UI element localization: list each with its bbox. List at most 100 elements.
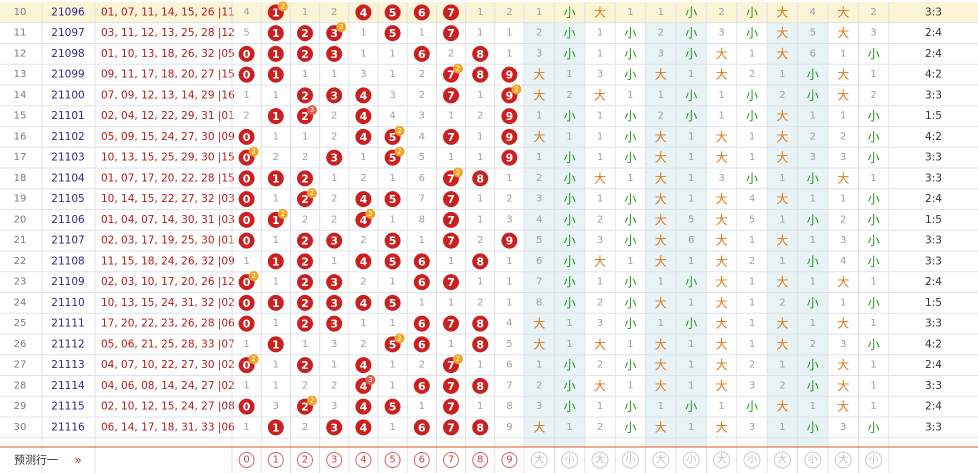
digit-ball <box>297 25 313 42</box>
digit-ball <box>472 45 489 62</box>
digit-ball <box>472 66 489 83</box>
digit-ball <box>472 377 489 394</box>
digit-ball-label: 4 <box>360 421 368 434</box>
omission-count: 1 <box>243 90 249 101</box>
drawn-numbers: 04, 06, 08, 14, 24, 27 |02 <box>101 380 235 392</box>
size-big: 大 <box>716 420 728 434</box>
forecast-size-label: 大 <box>656 453 666 466</box>
size-omission: 1 <box>870 277 876 288</box>
size-ratio: 1:5 <box>925 297 942 309</box>
forecast-size-button[interactable] <box>773 451 791 469</box>
digit-ball-label: 0 <box>243 401 251 414</box>
forecast-size-button[interactable] <box>804 451 822 469</box>
size-omission: 1 <box>870 401 876 412</box>
repeat-badge-label: 2 <box>251 355 255 363</box>
digit-ball <box>443 128 459 145</box>
size-omission: 5 <box>810 28 816 39</box>
forecast-digit-button[interactable] <box>355 452 372 468</box>
forecast-digit-button[interactable] <box>267 452 284 468</box>
digit-ball <box>501 66 518 83</box>
digit-ball-label: 2 <box>301 172 309 185</box>
digit-ball <box>384 294 401 311</box>
digit-ball <box>326 87 343 104</box>
digit-ball-label: 4 <box>360 131 368 144</box>
omission-count: 1 <box>331 360 337 371</box>
issue-number: 21102 <box>51 131 84 143</box>
size-small: 小 <box>564 47 576 61</box>
size-omission: 1 <box>536 152 542 163</box>
size-small: 小 <box>868 192 880 206</box>
size-omission: 1 <box>658 7 664 18</box>
forecast-size-button[interactable] <box>621 451 639 469</box>
forecast-digit-button[interactable] <box>326 452 343 468</box>
forecast-size-button[interactable] <box>865 451 883 469</box>
expand-arrow-icon[interactable]: » <box>74 453 81 467</box>
size-omission: 8 <box>536 297 542 308</box>
row-index: 23 <box>14 277 27 288</box>
size-omission: 1 <box>810 401 816 412</box>
forecast-size-button[interactable] <box>652 451 670 469</box>
forecast-digit-button[interactable] <box>297 452 313 468</box>
digit-ball <box>326 274 343 291</box>
forecast-size-button[interactable] <box>834 451 852 469</box>
forecast-size-button[interactable] <box>530 451 548 469</box>
forecast-size-button[interactable] <box>561 451 579 469</box>
size-big: 大 <box>776 109 788 123</box>
size-small: 小 <box>868 296 880 310</box>
size-big: 大 <box>533 130 545 144</box>
digit-ball-label: 0 <box>243 48 251 61</box>
digit-ball <box>472 336 489 353</box>
digit-ball-label: 1 <box>272 6 280 19</box>
digit-ball-label: 1 <box>272 214 280 227</box>
size-omission: 3 <box>658 48 664 59</box>
forecast-size-button[interactable] <box>743 451 761 469</box>
digit-ball <box>501 149 518 166</box>
forecast-digit-button[interactable] <box>384 452 401 468</box>
size-omission: 2 <box>658 111 664 122</box>
size-small: 小 <box>746 88 758 102</box>
digit-ball-label: 3 <box>330 27 338 40</box>
digit-ball <box>297 87 313 104</box>
forecast-digit-button[interactable] <box>501 452 518 468</box>
forecast-size-button[interactable] <box>713 451 731 469</box>
issue-number: 21113 <box>51 359 84 371</box>
size-ratio: 3:3 <box>925 380 942 392</box>
forecast-digit-button[interactable] <box>413 452 430 468</box>
size-omission: 2 <box>779 297 785 308</box>
size-big: 大 <box>594 171 606 185</box>
forecast-digit-button[interactable] <box>472 452 489 468</box>
omission-count: 2 <box>477 235 483 246</box>
repeat-badge <box>336 22 347 33</box>
size-big: 大 <box>655 213 667 227</box>
forecast-digit-button[interactable] <box>443 452 459 468</box>
size-omission: 2 <box>870 90 876 101</box>
size-big: 大 <box>716 151 728 165</box>
digit-ball <box>355 128 372 145</box>
size-big: 大 <box>837 317 849 331</box>
forecast-size-button[interactable] <box>682 451 700 469</box>
digit-ball <box>413 377 430 394</box>
size-omission: 1 <box>566 131 572 142</box>
size-small: 小 <box>624 317 636 331</box>
size-omission: 4 <box>810 7 816 18</box>
digit-ball-label: 6 <box>418 48 426 61</box>
size-big: 大 <box>533 88 545 102</box>
size-omission: 1 <box>597 152 603 163</box>
digit-ball <box>355 357 372 374</box>
omission-count: 1 <box>302 7 308 18</box>
size-small: 小 <box>868 47 880 61</box>
digit-ball <box>443 377 459 394</box>
row-index: 27 <box>14 360 27 371</box>
size-big: 大 <box>776 317 788 331</box>
omission-count: 2 <box>331 214 337 225</box>
omission-count: 1 <box>389 173 395 184</box>
issue-number: 21110 <box>51 297 84 309</box>
size-small: 小 <box>564 192 576 206</box>
size-small: 小 <box>624 109 636 123</box>
omission-count: 2 <box>360 235 366 246</box>
forecast-digit-button[interactable] <box>238 452 255 468</box>
size-omission: 2 <box>810 339 816 350</box>
forecast-size-button[interactable] <box>591 451 609 469</box>
size-ratio: 3:3 <box>925 152 942 164</box>
size-big: 大 <box>776 275 788 289</box>
